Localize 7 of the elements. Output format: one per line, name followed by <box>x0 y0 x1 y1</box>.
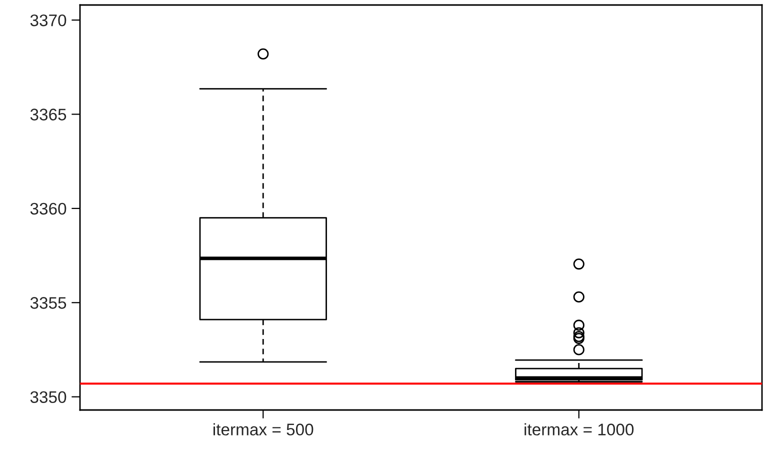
x-tick-label: itermax = 1000 <box>524 423 634 436</box>
x-tick-label: itermax = 500 <box>214 423 314 436</box>
y-tick-label: 3350 <box>30 391 66 404</box>
y-tick-label: 3370 <box>30 14 66 26</box>
y-tick-label: 3365 <box>30 108 66 120</box>
y-tick-label: 3360 <box>30 202 66 215</box>
y-tick-label: 3355 <box>30 297 66 309</box>
